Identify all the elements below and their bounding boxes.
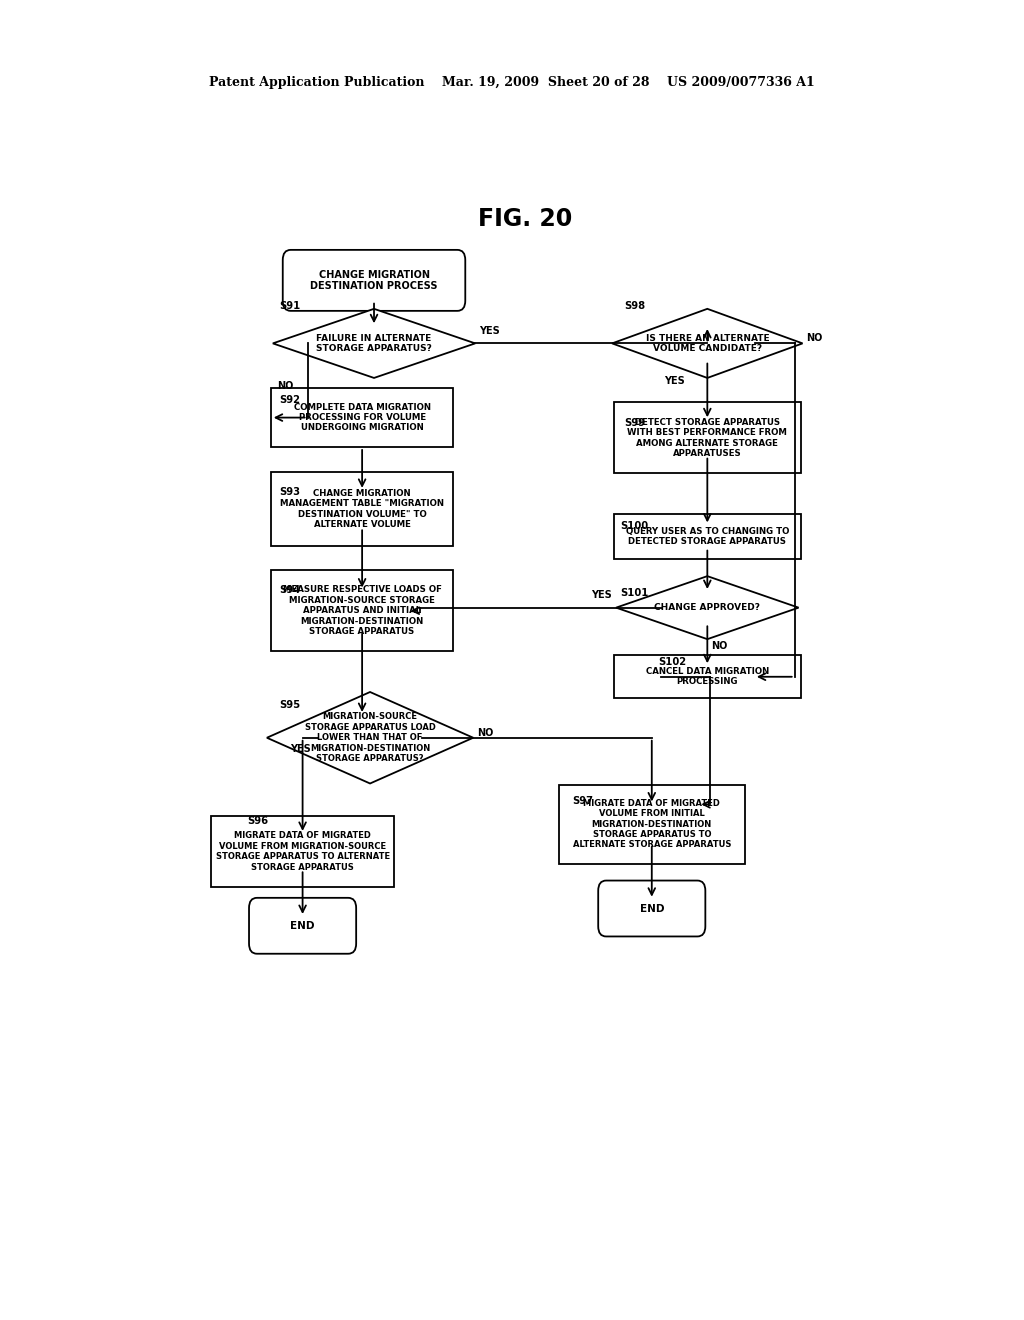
Text: S102: S102 xyxy=(658,656,686,667)
Text: Patent Application Publication    Mar. 19, 2009  Sheet 20 of 28    US 2009/00773: Patent Application Publication Mar. 19, … xyxy=(209,77,815,88)
Text: S95: S95 xyxy=(279,700,300,710)
Text: S91: S91 xyxy=(279,301,300,310)
Text: S93: S93 xyxy=(279,487,300,496)
Text: MIGRATE DATA OF MIGRATED
VOLUME FROM INITIAL
MIGRATION-DESTINATION
STORAGE APPAR: MIGRATE DATA OF MIGRATED VOLUME FROM INI… xyxy=(572,799,731,850)
Text: DETECT STORAGE APPARATUS
WITH BEST PERFORMANCE FROM
AMONG ALTERNATE STORAGE
APPA: DETECT STORAGE APPARATUS WITH BEST PERFO… xyxy=(628,418,787,458)
Text: MIGRATE DATA OF MIGRATED
VOLUME FROM MIGRATION-SOURCE
STORAGE APPARATUS TO ALTER: MIGRATE DATA OF MIGRATED VOLUME FROM MIG… xyxy=(215,832,390,871)
Text: FAILURE IN ALTERNATE
STORAGE APPARATUS?: FAILURE IN ALTERNATE STORAGE APPARATUS? xyxy=(316,334,432,352)
Bar xyxy=(270,388,454,447)
Bar xyxy=(558,784,745,863)
Bar xyxy=(270,473,454,545)
Text: NO: NO xyxy=(276,381,293,391)
Text: YES: YES xyxy=(479,326,500,337)
Text: COMPLETE DATA MIGRATION
PROCESSING FOR VOLUME
UNDERGOING MIGRATION: COMPLETE DATA MIGRATION PROCESSING FOR V… xyxy=(294,403,431,433)
Text: S96: S96 xyxy=(247,816,268,826)
Text: IS THERE AN ALTERNATE
VOLUME CANDIDATE?: IS THERE AN ALTERNATE VOLUME CANDIDATE? xyxy=(645,334,769,352)
Bar xyxy=(270,570,454,651)
Text: MEASURE RESPECTIVE LOADS OF
MIGRATION-SOURCE STORAGE
APPARATUS AND INITIAL
MIGRA: MEASURE RESPECTIVE LOADS OF MIGRATION-SO… xyxy=(283,585,441,636)
Polygon shape xyxy=(616,576,799,639)
Text: END: END xyxy=(291,921,314,931)
Text: YES: YES xyxy=(591,590,612,601)
Text: NO: NO xyxy=(712,640,728,651)
Text: QUERY USER AS TO CHANGING TO
DETECTED STORAGE APPARATUS: QUERY USER AS TO CHANGING TO DETECTED ST… xyxy=(626,527,790,546)
Text: CANCEL DATA MIGRATION
PROCESSING: CANCEL DATA MIGRATION PROCESSING xyxy=(646,667,769,686)
Text: S101: S101 xyxy=(620,589,648,598)
Bar xyxy=(614,656,801,698)
Text: S100: S100 xyxy=(620,521,648,532)
Text: S97: S97 xyxy=(572,796,594,805)
Text: NO: NO xyxy=(477,727,494,738)
Text: CHANGE MIGRATION
DESTINATION PROCESS: CHANGE MIGRATION DESTINATION PROCESS xyxy=(310,269,438,292)
Bar xyxy=(211,816,394,887)
FancyBboxPatch shape xyxy=(283,249,465,312)
Text: MIGRATION-SOURCE
STORAGE APPARATUS LOAD
LOWER THAN THAT OF
MIGRATION-DESTINATION: MIGRATION-SOURCE STORAGE APPARATUS LOAD … xyxy=(304,713,435,763)
Text: S99: S99 xyxy=(624,417,645,428)
Polygon shape xyxy=(612,309,803,378)
Text: S98: S98 xyxy=(624,301,645,310)
Polygon shape xyxy=(267,692,473,784)
Text: YES: YES xyxy=(290,744,310,754)
Text: S94: S94 xyxy=(279,585,300,595)
FancyBboxPatch shape xyxy=(249,898,356,954)
Bar xyxy=(614,403,801,474)
Text: NO: NO xyxy=(807,334,823,343)
Polygon shape xyxy=(272,309,475,378)
Text: FIG. 20: FIG. 20 xyxy=(477,207,572,231)
Bar xyxy=(614,515,801,558)
Text: YES: YES xyxy=(664,376,684,385)
Text: CHANGE APPROVED?: CHANGE APPROVED? xyxy=(654,603,761,612)
Text: CHANGE MIGRATION
MANAGEMENT TABLE "MIGRATION
DESTINATION VOLUME" TO
ALTERNATE VO: CHANGE MIGRATION MANAGEMENT TABLE "MIGRA… xyxy=(281,488,444,529)
FancyBboxPatch shape xyxy=(598,880,706,936)
Text: END: END xyxy=(640,903,664,913)
Text: S92: S92 xyxy=(279,395,300,405)
